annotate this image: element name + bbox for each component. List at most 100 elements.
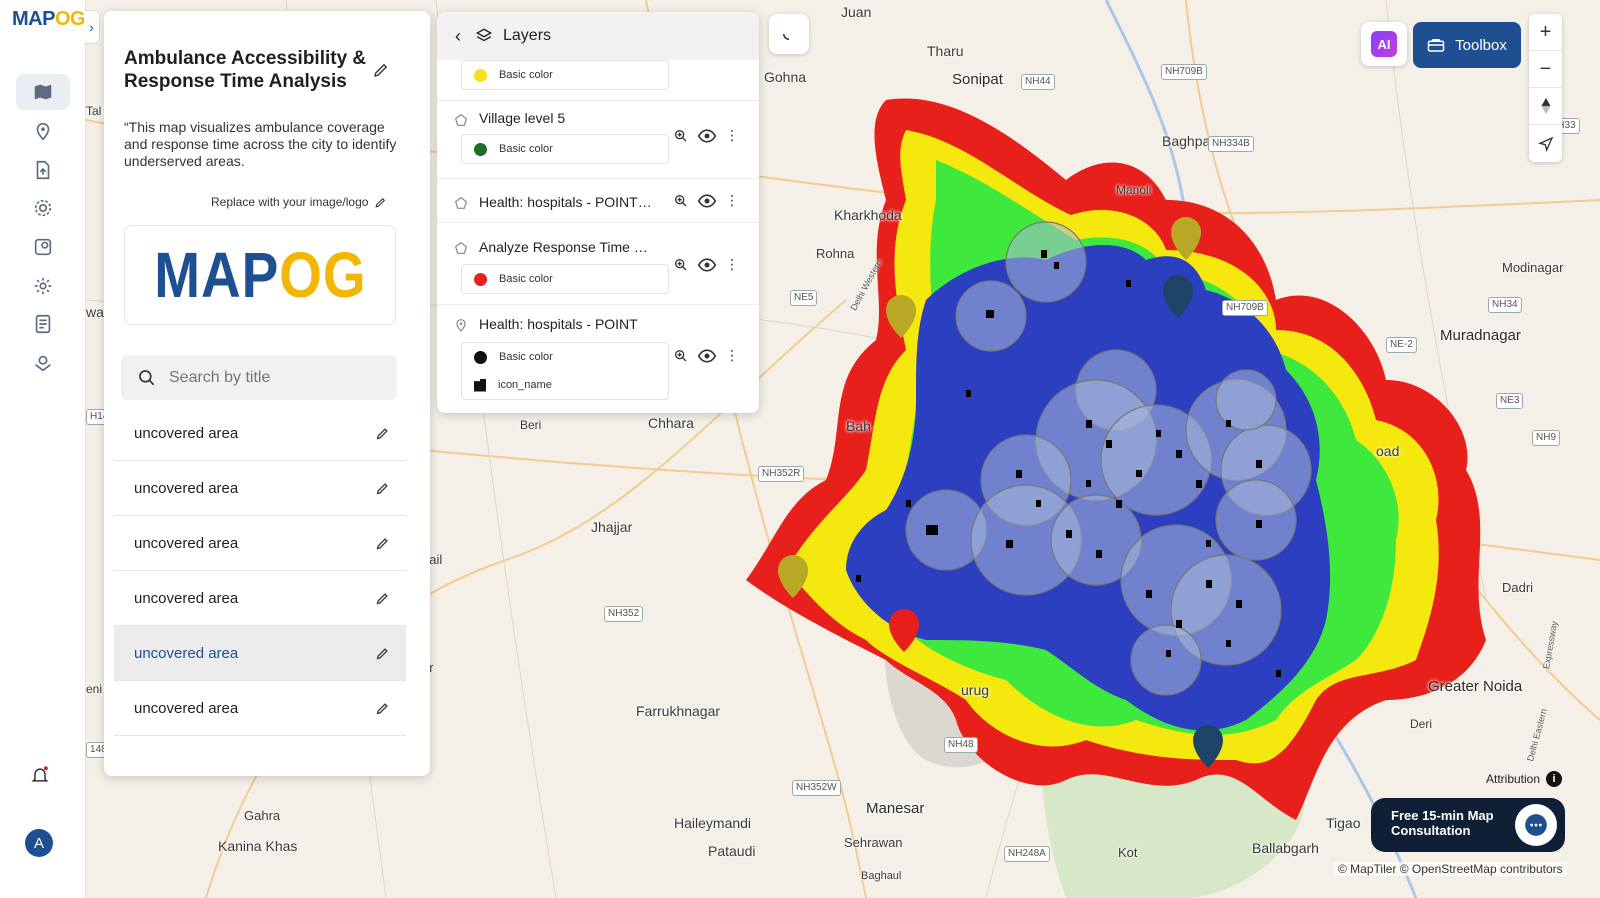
place-label: Rohna — [816, 246, 855, 261]
visibility-eye-icon[interactable] — [697, 128, 717, 144]
story-list: uncovered area uncovered area uncovered … — [114, 406, 406, 736]
edit-pencil-icon[interactable] — [375, 646, 390, 661]
list-item[interactable]: uncovered area — [114, 681, 406, 736]
consultation-cta[interactable]: Free 15-min Map Consultation — [1371, 798, 1565, 852]
road-shield: NH248A — [1004, 846, 1050, 862]
place-label: Bah — [846, 418, 871, 434]
edit-pencil-icon[interactable] — [375, 701, 390, 716]
rail-upload-button[interactable] — [16, 152, 70, 188]
app-logo[interactable]: MAPOG — [12, 8, 86, 31]
list-item-selected[interactable]: uncovered area — [114, 626, 406, 681]
upload-file-icon — [36, 160, 50, 180]
zoom-to-layer-icon[interactable] — [673, 348, 689, 364]
map-zoom-controls: + − — [1529, 14, 1562, 162]
list-item[interactable]: uncovered area — [114, 516, 406, 571]
notification-bell-icon[interactable] — [30, 765, 50, 785]
search-box[interactable] — [121, 355, 397, 400]
layer-legend: Basic color — [461, 134, 669, 164]
attribution-toggle[interactable]: Attribution i — [1486, 771, 1563, 787]
user-avatar[interactable]: A — [25, 829, 53, 857]
list-item-label: uncovered area — [134, 479, 239, 497]
visibility-eye-icon[interactable] — [697, 193, 717, 209]
compass-north-button[interactable] — [1529, 88, 1562, 125]
list-item-label: uncovered area — [134, 534, 239, 552]
rail-analysis-button[interactable] — [16, 229, 70, 265]
mapog-logo: MAPOG — [154, 238, 366, 312]
legend-item: Basic color — [462, 265, 668, 293]
visibility-eye-icon[interactable] — [697, 348, 717, 364]
list-item[interactable]: uncovered area — [114, 571, 406, 626]
zoom-to-layer-icon[interactable] — [673, 193, 689, 209]
list-item-label: uncovered area — [134, 424, 239, 442]
road-shield: NH334B — [1208, 136, 1254, 152]
map-credits: © MapTiler © OpenStreetMap contributors — [1334, 862, 1567, 876]
road-shield: NH709B — [1161, 64, 1207, 80]
layer-name[interactable]: Village level 5 — [479, 110, 566, 126]
edit-pencil-icon[interactable] — [375, 481, 390, 496]
more-options-icon[interactable]: ⋮ — [725, 127, 739, 143]
more-options-icon[interactable]: ⋮ — [725, 192, 739, 208]
settings-gear-icon — [34, 199, 52, 217]
rail-config-button[interactable] — [16, 268, 70, 304]
search-input[interactable] — [169, 368, 369, 387]
layers-icon — [475, 28, 493, 42]
legend-item: Basic color — [462, 343, 668, 371]
layer-name[interactable]: Health: hospitals - POINT — [479, 316, 638, 332]
collapse-sidebar-button[interactable]: › — [84, 10, 100, 44]
ai-assistant-button[interactable]: AI — [1361, 22, 1407, 66]
consult-line2: Consultation — [1391, 823, 1471, 838]
layer-name[interactable]: Health: hospitals - POINT… — [479, 194, 652, 210]
visibility-eye-icon[interactable] — [697, 257, 717, 273]
place-label: Tal — [86, 104, 102, 118]
logo-image-box[interactable]: MAPOG — [124, 225, 396, 325]
zoom-to-layer-icon[interactable] — [673, 257, 689, 273]
edit-pencil-icon[interactable] — [375, 536, 390, 551]
list-item[interactable]: uncovered area — [114, 461, 406, 516]
color-swatch — [474, 68, 487, 82]
toolbox-label: Toolbox — [1455, 36, 1507, 54]
list-item[interactable]: uncovered area — [114, 406, 406, 461]
road-shield: NH9 — [1532, 430, 1561, 446]
compass-arrow-icon — [1541, 97, 1550, 115]
attribution-label: Attribution — [1486, 772, 1541, 786]
layers-panel: ‹ Layers Basic color Village level 5 ⋮ B… — [437, 12, 759, 413]
rail-report-button[interactable] — [16, 306, 70, 342]
loading-spinner-icon — [783, 33, 790, 40]
logo-accent-text: OG — [54, 8, 86, 30]
road-shield: NH352R — [758, 466, 805, 482]
layer-tools: ⋮ — [673, 192, 739, 209]
color-swatch — [474, 272, 487, 286]
replace-logo-label: Replace with your image/logo — [211, 195, 369, 209]
ai-sparkle-icon: AI — [1371, 31, 1397, 57]
layer-name[interactable]: Analyze Response Time … — [479, 239, 648, 255]
list-item-label: uncovered area — [134, 589, 239, 607]
rail-settings-button[interactable] — [16, 190, 70, 226]
place-label: Beri — [520, 418, 542, 432]
place-label: Baghaul — [861, 870, 902, 882]
layer-legend: Basic color — [461, 264, 669, 294]
zoom-in-button[interactable]: + — [1529, 14, 1562, 51]
loading-button[interactable] — [769, 14, 809, 54]
edit-pencil-icon[interactable] — [372, 61, 390, 79]
rail-location-button[interactable] — [16, 113, 70, 149]
zoom-out-button[interactable]: − — [1529, 51, 1562, 88]
more-options-icon[interactable]: ⋮ — [725, 256, 739, 272]
more-options-icon[interactable]: ⋮ — [725, 347, 739, 363]
replace-logo-link[interactable]: Replace with your image/logo — [211, 195, 387, 209]
edit-pencil-icon[interactable] — [375, 426, 390, 441]
edit-pencil-icon[interactable] — [375, 591, 390, 606]
rail-map-button[interactable] — [16, 74, 70, 110]
place-label: oad — [1376, 443, 1400, 459]
back-chevron-icon[interactable]: ‹ — [455, 25, 461, 46]
place-label: Pataudi — [708, 843, 756, 859]
rail-marker-button[interactable] — [16, 345, 70, 381]
panel-description: “This map visualizes ambulance coverage … — [124, 119, 397, 169]
chat-button[interactable] — [1515, 804, 1557, 846]
hospital-building-icon — [474, 378, 486, 392]
toolbox-button[interactable]: Toolbox — [1413, 22, 1521, 68]
chat-bubble-icon — [1525, 814, 1547, 836]
zoom-to-layer-icon[interactable] — [673, 128, 689, 144]
layer-tools: ⋮ — [673, 127, 739, 144]
panel-title: Ambulance Accessibility & Response Time … — [124, 48, 367, 92]
geolocate-button[interactable] — [1529, 125, 1562, 162]
